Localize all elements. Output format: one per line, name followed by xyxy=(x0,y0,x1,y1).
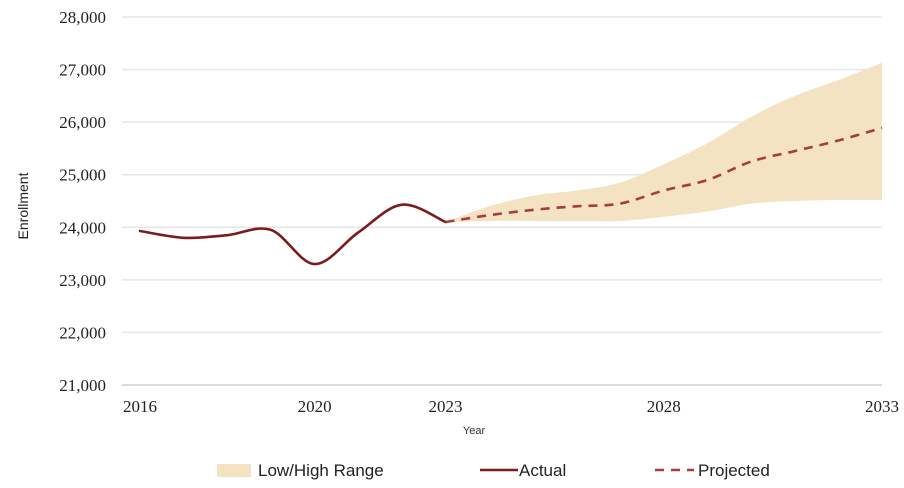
x-axis-ticks: 2016 2020 2023 2028 2033 xyxy=(123,397,899,416)
actual-series-line xyxy=(138,203,447,266)
x-axis-title: Year xyxy=(463,425,486,437)
band-layer xyxy=(445,62,882,223)
line-layer xyxy=(138,126,883,266)
legend-label-projected: Projected xyxy=(698,461,770,480)
legend-item-actual: Actual xyxy=(480,461,566,480)
projected-series-line xyxy=(445,126,883,224)
legend-item-range: Low/High Range xyxy=(217,461,384,480)
y-tick-label: 28,000 xyxy=(59,8,106,27)
legend-item-projected: Projected xyxy=(655,461,770,480)
legend-label-actual: Actual xyxy=(519,461,566,480)
x-tick-label: 2028 xyxy=(647,397,681,416)
x-tick-label: 2033 xyxy=(865,397,899,416)
legend: Low/High Range Actual Projected xyxy=(217,461,770,480)
y-axis-title: Enrollment xyxy=(15,172,31,239)
x-tick-label: 2020 xyxy=(298,397,332,416)
legend-swatch-range xyxy=(217,464,251,477)
y-tick-label: 27,000 xyxy=(59,61,106,80)
y-axis-ticks: 21,000 22,000 23,000 24,000 25,000 26,000 27,0… xyxy=(59,8,106,395)
y-tick-label: 26,000 xyxy=(59,113,106,132)
y-tick-label: 24,000 xyxy=(59,218,106,237)
low-high-range-band xyxy=(445,62,882,223)
grid-layer xyxy=(122,16,882,386)
x-tick-label: 2016 xyxy=(123,397,157,416)
y-tick-label: 21,000 xyxy=(59,376,106,395)
y-tick-label: 22,000 xyxy=(59,323,106,342)
y-tick-label: 25,000 xyxy=(59,166,106,185)
y-tick-label: 23,000 xyxy=(59,271,106,290)
x-tick-label: 2023 xyxy=(429,397,463,416)
legend-label-range: Low/High Range xyxy=(258,461,384,480)
